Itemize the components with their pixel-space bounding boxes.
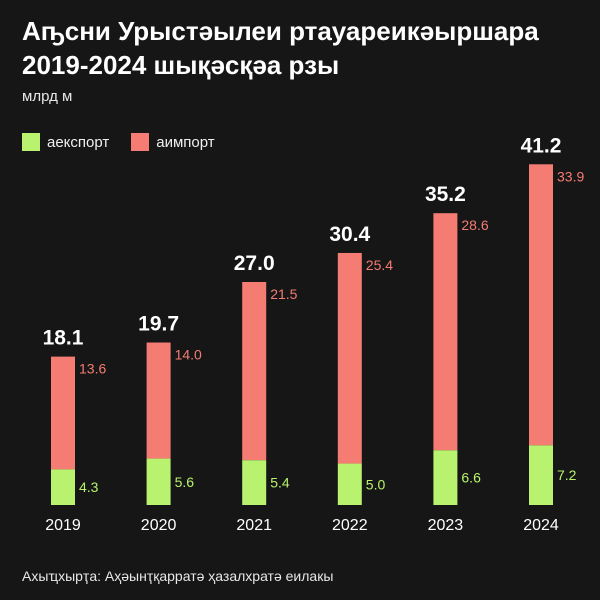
value-label-export-2020: 5.6 [175, 474, 195, 490]
total-label-2022: 30.4 [329, 223, 370, 246]
bar-export-2024 [529, 445, 553, 505]
total-label-2023: 35.2 [425, 183, 466, 206]
value-label-import-2024: 33.9 [557, 168, 584, 184]
chart-title-line-2: 2019-2024 шықәсқәа рзы [22, 50, 340, 80]
bar-import-2023 [433, 213, 458, 451]
value-label-import-2020: 14.0 [175, 347, 202, 363]
value-label-export-2021: 5.4 [270, 475, 290, 491]
source-note: Ахыҵхырҭа: Аҳәынҭқарратә ҳазалхратә еила… [22, 568, 334, 584]
total-label-2019: 18.1 [43, 327, 84, 350]
x-tick-label-2023: 2023 [428, 517, 464, 534]
legend-swatch-import [131, 133, 150, 151]
bar-export-2022 [337, 463, 362, 505]
legend-label-export: аекспорт [47, 133, 110, 151]
chart-title-line-1: Аҧсни Урыстәылеи ртауареикәыршара [22, 16, 539, 46]
legend: аекспорт аимпорт [22, 133, 237, 151]
legend-label-import: аимпорт [156, 133, 215, 151]
value-label-export-2019: 4.3 [79, 479, 99, 495]
chart-title: Аҧсни Урыстәылеи ртауареикәыршара 2019-2… [22, 14, 582, 82]
value-label-import-2022: 25.4 [366, 257, 393, 273]
total-label-2021: 27.0 [234, 252, 275, 275]
total-label-2024: 41.2 [521, 134, 562, 157]
bar-export-2021 [242, 460, 267, 505]
legend-swatch-export [22, 133, 40, 151]
legend-item-import: аимпорт [131, 133, 215, 151]
value-label-import-2023: 28.6 [461, 217, 488, 233]
x-tick-label-2024: 2024 [523, 517, 559, 534]
legend-item-export: аекспорт [22, 133, 109, 151]
bar-export-2019 [51, 469, 75, 505]
value-label-export-2023: 6.6 [461, 470, 481, 486]
value-label-export-2022: 5.0 [366, 476, 386, 492]
x-tick-label-2021: 2021 [236, 517, 272, 534]
value-label-import-2021: 21.5 [270, 286, 297, 302]
bar-import-2024 [529, 164, 553, 446]
bar-import-2020 [146, 342, 171, 459]
x-tick-label-2019: 2019 [45, 517, 81, 534]
value-label-import-2019: 13.6 [79, 361, 106, 377]
bar-export-2020 [146, 458, 171, 505]
bar-export-2023 [433, 450, 458, 505]
bar-import-2019 [51, 356, 75, 470]
x-tick-label-2022: 2022 [332, 517, 368, 534]
bar-import-2022 [337, 252, 362, 464]
value-label-export-2024: 7.2 [557, 467, 577, 483]
total-label-2020: 19.7 [138, 313, 179, 336]
x-tick-label-2020: 2020 [141, 517, 177, 534]
bar-import-2021 [242, 281, 267, 461]
unit-label: млрд м [22, 88, 73, 105]
